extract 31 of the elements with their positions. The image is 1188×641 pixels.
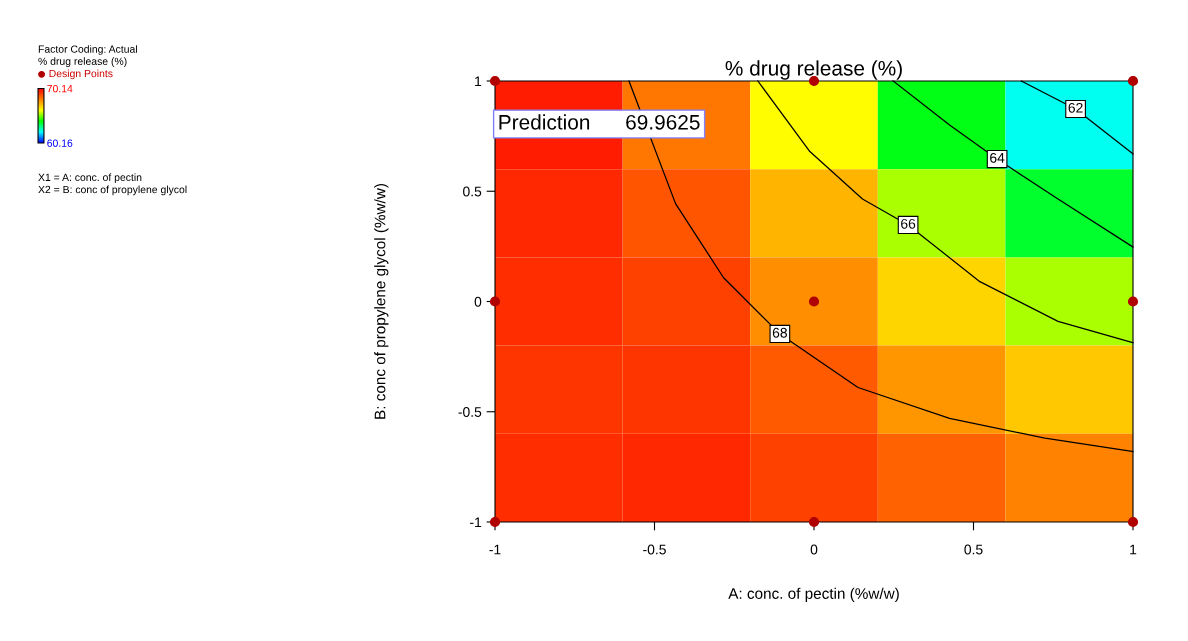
y-tick-label: 0 xyxy=(474,296,482,307)
text: Factor Coding: Actual xyxy=(38,45,137,55)
x-tick-label: -1 xyxy=(489,544,501,555)
x-tick-label: 0.5 xyxy=(964,544,983,555)
legend-label: Design Points xyxy=(49,69,113,80)
x-tick-label: -0.5 xyxy=(643,544,666,555)
point xyxy=(1127,75,1139,87)
point xyxy=(1127,296,1139,307)
series-label: 64 xyxy=(990,152,1005,163)
point xyxy=(808,75,820,87)
point xyxy=(808,296,820,307)
x-axis-title: A: conc. of pectin (%w/w) xyxy=(728,587,899,602)
y-tick-label: -1 xyxy=(470,517,482,528)
point xyxy=(489,296,501,307)
series-label: 66 xyxy=(901,218,916,229)
series-label: 62 xyxy=(1068,102,1083,113)
y-tick-label: 0.5 xyxy=(463,186,482,197)
x-tick-label: 1 xyxy=(1130,544,1137,555)
y-tick-label: 1 xyxy=(475,76,482,87)
y-axis-title: B: conc of propylene glycol (%w/w) xyxy=(374,183,389,419)
y-tick-label: -0.5 xyxy=(458,407,482,417)
series-label: 68 xyxy=(772,327,787,338)
color-bar-label: 70.14 xyxy=(47,84,73,93)
chart-title: % drug release (%) xyxy=(725,60,902,80)
point xyxy=(808,516,820,528)
text: X2 = B: conc of propylene glycol xyxy=(38,185,187,196)
color-bar-label: 60.16 xyxy=(47,139,73,147)
x-tick-label: 0 xyxy=(810,544,818,555)
color-bar-title: % drug release (%) xyxy=(38,57,127,68)
text: X1 = A: conc. of pectin xyxy=(38,173,142,184)
annotation: Prediction 69.9625 xyxy=(499,114,700,130)
